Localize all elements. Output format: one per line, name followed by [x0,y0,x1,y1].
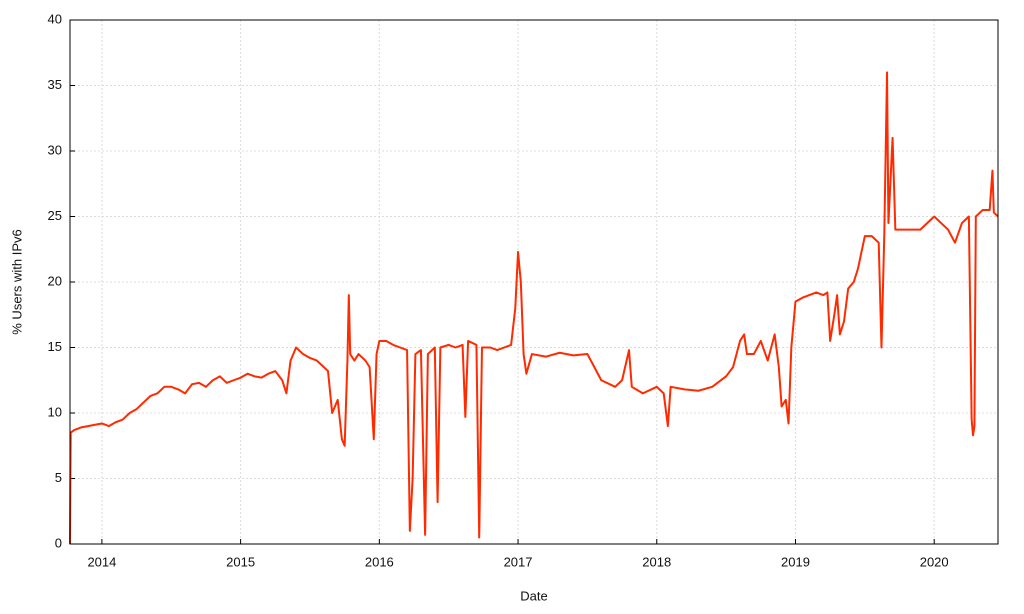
y-tick-label: 10 [48,404,62,419]
x-tick-label: 2017 [504,554,533,569]
y-tick-label: 40 [48,11,62,26]
x-axis-label: Date [520,588,547,603]
x-tick-label: 2019 [781,554,810,569]
x-tick-label: 2015 [226,554,255,569]
y-tick-label: 30 [48,142,62,157]
y-tick-label: 20 [48,273,62,288]
x-tick-label: 2020 [920,554,949,569]
y-tick-label: 0 [55,535,62,550]
y-tick-label: 15 [48,339,62,354]
x-tick-label: 2014 [87,554,116,569]
y-axis-label: % Users with IPv6 [9,229,24,334]
plot-frame [69,19,999,545]
data-line [69,71,999,545]
y-tick-label: 5 [55,470,62,485]
y-tick-label: 35 [48,77,62,92]
x-tick-label: 2016 [365,554,394,569]
y-tick-label: 25 [48,208,62,223]
x-tick-label: 2018 [642,554,671,569]
